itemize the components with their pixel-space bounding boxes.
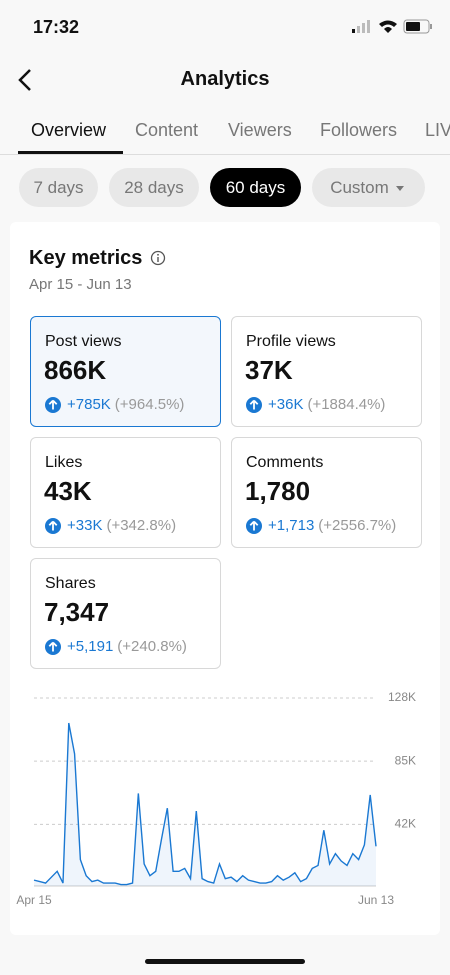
tab[interactable]: Followers bbox=[320, 120, 398, 140]
tab[interactable]: LIV bbox=[425, 120, 450, 140]
up-arrow-icon bbox=[246, 518, 262, 534]
up-arrow-icon bbox=[246, 397, 262, 413]
metric-change: +33K (+342.8%) bbox=[67, 517, 176, 534]
x-tick-label: Jun 13 bbox=[358, 893, 394, 907]
metric-label: Post views bbox=[45, 333, 122, 350]
metric-value: 866K bbox=[44, 355, 107, 385]
change-percent: (+964.5%) bbox=[114, 396, 185, 413]
header-title: Analytics bbox=[180, 68, 270, 90]
metric-change: +36K (+1884.4%) bbox=[268, 396, 385, 413]
range-pill: 28 days bbox=[109, 168, 199, 207]
metric-card[interactable]: Profile views 37K +36K (+1884.4%) bbox=[231, 316, 422, 427]
status-time: 17:32 bbox=[33, 17, 80, 37]
tab[interactable]: Content bbox=[135, 120, 199, 140]
metric-value: 7,347 bbox=[44, 597, 110, 627]
y-tick-label: 85K bbox=[395, 753, 416, 767]
metric-value: 43K bbox=[44, 476, 92, 506]
metrics-period: Apr 15 - Jun 13 bbox=[29, 276, 132, 293]
x-tick-label: Apr 15 bbox=[16, 893, 52, 907]
up-arrow-icon bbox=[45, 518, 61, 534]
change-value: +785K bbox=[67, 396, 111, 413]
range-pill: 60 days bbox=[210, 168, 301, 207]
y-tick-label: 42K bbox=[395, 816, 416, 830]
tab-bar: Overview Content Viewers Followers LIV bbox=[0, 0, 450, 155]
change-percent: (+240.8%) bbox=[117, 638, 187, 655]
range-label[interactable]: 28 days bbox=[124, 177, 184, 197]
info-icon[interactable] bbox=[150, 250, 166, 266]
change-percent: (+342.8%) bbox=[106, 517, 177, 534]
change-value: +1,713 bbox=[268, 517, 315, 534]
metric-change: +785K (+964.5%) bbox=[67, 396, 184, 413]
metric-label: Profile views bbox=[246, 333, 336, 350]
tab-underline bbox=[18, 151, 123, 154]
metric-label: Comments bbox=[246, 454, 324, 471]
change-percent: (+1884.4%) bbox=[307, 396, 386, 413]
divider bbox=[0, 154, 450, 155]
range-label[interactable]: Custom bbox=[330, 177, 389, 197]
back-button[interactable] bbox=[16, 68, 36, 92]
metric-value: 1,780 bbox=[245, 476, 311, 506]
line-chart: 42K 85K 128K Apr 15 Jun 13 bbox=[16, 690, 416, 907]
metric-label: Likes bbox=[45, 454, 83, 471]
metric-change: +5,191 (+240.8%) bbox=[67, 638, 187, 655]
home-indicator bbox=[145, 959, 305, 964]
tab[interactable]: Viewers bbox=[228, 120, 292, 140]
metric-change: +1,713 (+2556.7%) bbox=[268, 517, 396, 534]
metric-card[interactable]: Post views 866K +785K (+964.5%) bbox=[30, 316, 221, 427]
metric-card[interactable]: Likes 43K +33K (+342.8%) bbox=[30, 437, 221, 548]
status-icons bbox=[352, 19, 432, 34]
range-label[interactable]: 7 days bbox=[33, 177, 84, 197]
dropdown-caret bbox=[395, 185, 404, 191]
metrics-title: Key metrics bbox=[29, 247, 143, 269]
metric-card[interactable]: Comments 1,780 +1,713 (+2556.7%) bbox=[231, 437, 422, 548]
area-fill bbox=[34, 722, 376, 886]
metric-value: 37K bbox=[245, 355, 293, 385]
metric-card[interactable]: Shares 7,347 +5,191 (+240.8%) bbox=[30, 558, 221, 669]
tab[interactable]: Overview bbox=[31, 120, 107, 140]
change-value: +36K bbox=[268, 396, 304, 413]
up-arrow-icon bbox=[45, 397, 61, 413]
data-line bbox=[33, 722, 377, 886]
range-pill: 7 days bbox=[19, 168, 98, 207]
range-pill: Custom bbox=[312, 168, 425, 207]
change-percent: (+2556.7%) bbox=[318, 517, 397, 534]
range-label[interactable]: 60 days bbox=[225, 177, 286, 197]
y-tick-label: 128K bbox=[388, 690, 416, 704]
change-value: +5,191 bbox=[67, 638, 114, 655]
change-value: +33K bbox=[67, 517, 103, 534]
up-arrow-icon bbox=[45, 639, 61, 655]
metric-label: Shares bbox=[45, 575, 96, 592]
